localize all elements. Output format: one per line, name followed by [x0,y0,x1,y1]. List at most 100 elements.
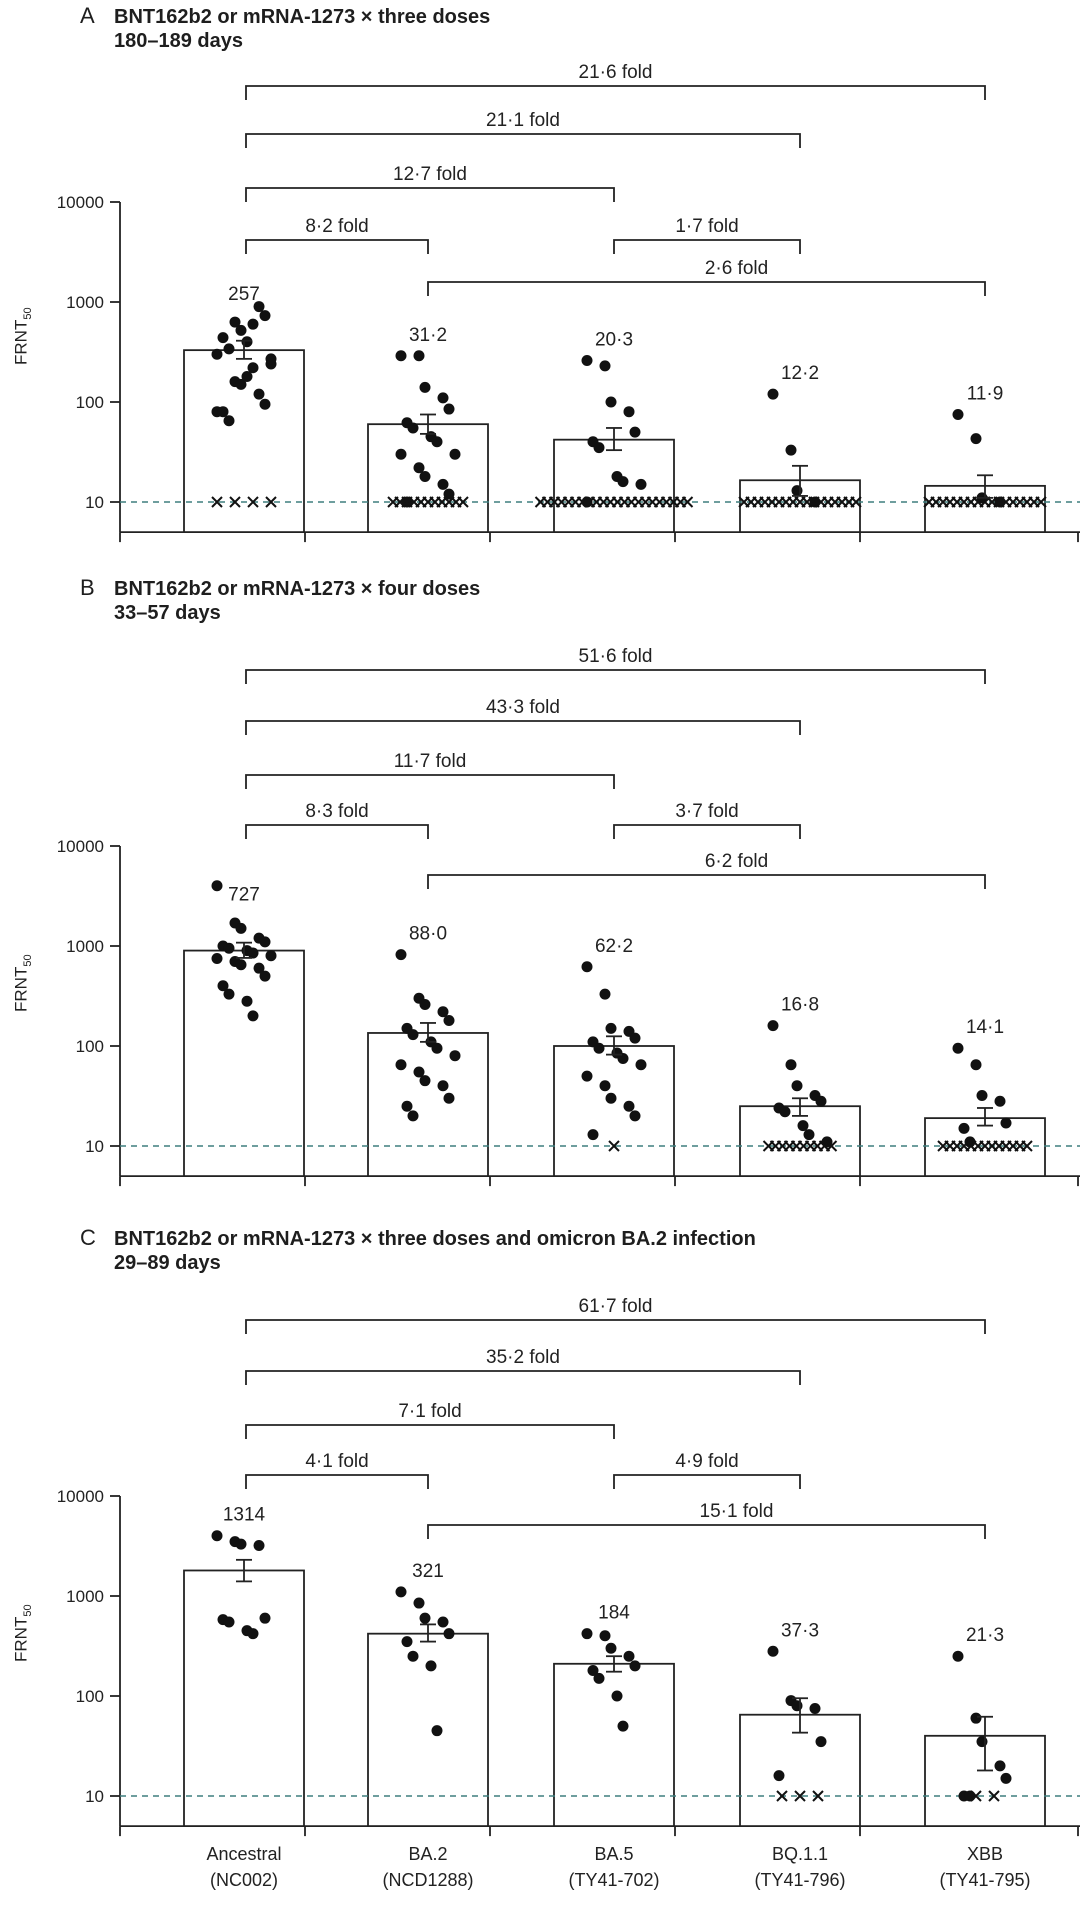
y-tick-label: 1000 [66,937,104,956]
panel-c-title: BNT162b2 or mRNA-1273 × three doses and … [114,1228,756,1250]
data-point [259,936,271,948]
x-tick-label-sub: (TY41-702) [568,1870,659,1890]
data-point [803,1129,815,1141]
bracket-line [245,1370,801,1385]
data-point [235,378,247,390]
censored-point [265,496,277,508]
data-point [211,952,223,964]
panel-c-subtitle: 29–89 days [114,1252,221,1274]
data-point [235,324,247,336]
data-point [211,348,223,360]
data-point [623,1650,635,1662]
data-point [629,1032,641,1044]
data-point [629,1660,641,1672]
data-point [593,1042,605,1054]
data-point [437,1080,449,1092]
fold-label: 4·9 fold [675,1451,738,1472]
censored-point [825,1140,838,1152]
data-point [1000,1117,1012,1129]
censored-point [850,496,862,508]
value-label: 11·9 [967,383,1004,404]
x-tick-label: BA.2 [408,1844,447,1864]
data-point [437,392,449,404]
data-point [779,1106,791,1118]
panel-c-header: C BNT162b2 or mRNA-1273 × three doses and… [80,1226,756,1275]
data-point [253,388,265,400]
data-point [623,1100,635,1112]
data-point [419,470,431,482]
y-tick-label: 100 [76,1037,104,1056]
bar [553,438,675,534]
data-point [605,396,617,408]
data-point [431,1725,443,1737]
fold-bracket: 21·1 fold [245,110,801,148]
data-point [605,1642,617,1654]
data-point [785,1059,797,1071]
data-point [994,1760,1006,1772]
data-point [785,444,797,456]
data-point [964,1790,976,1802]
data-point [791,1080,803,1092]
error-bar [792,1097,808,1117]
value-label: 62·2 [595,936,633,957]
y-tick-label: 10 [85,1787,104,1806]
data-point [599,1630,611,1642]
data-point [425,1660,437,1672]
error-bar [606,1035,622,1056]
fold-label: 21·1 fold [486,110,560,131]
y-tick-label: 1000 [66,293,104,312]
bar [553,1045,675,1178]
error-bar [792,1697,808,1734]
data-point [767,388,779,400]
data-point [413,1066,425,1078]
bracket-line [427,874,986,889]
fold-label: 8·2 fold [305,216,368,237]
value-label: 1314 [223,1504,266,1525]
x-tick-label: BQ.1.1 [772,1844,828,1864]
fold-bracket: 4·1 fold [245,1451,429,1489]
fold-label: 35·2 fold [486,1347,560,1368]
y-tick-label: 1000 [66,1587,104,1606]
data-point [599,360,611,372]
data-point [395,1059,407,1071]
data-point [265,353,277,365]
y-tick-label: 10 [85,493,104,512]
fold-bracket: 1·7 fold [613,216,801,254]
error-bar [236,1558,252,1583]
data-point [443,1092,455,1104]
fold-label: 12·7 fold [393,164,467,185]
value-label: 21·3 [966,1625,1004,1646]
error-bar [420,1022,436,1043]
data-point [431,1042,443,1054]
censored-point [608,1140,620,1152]
fold-bracket: 8·2 fold [245,216,429,254]
data-point [815,1736,827,1748]
data-point [587,1129,599,1141]
data-point [635,1059,647,1071]
y-tick-label: 100 [76,1687,104,1706]
bracket-line [613,1474,801,1489]
fold-bracket: 51·6 fold [245,646,986,684]
y-tick-label: 10 [85,1137,104,1156]
bracket-line [245,774,615,789]
panel-c-chart: 61·7 fold 35·2 fold 7·1 fold 4·1 fold 4·9 fo… [57,1296,1080,1890]
data-point [419,381,431,393]
data-point [773,1770,785,1782]
data-point [241,370,253,382]
data-point [253,1539,265,1551]
data-point [259,1612,271,1624]
bar [553,1662,675,1828]
data-point [617,476,629,488]
data-point [611,1690,623,1702]
data-point [253,301,265,313]
fold-label: 61·7 fold [579,1296,653,1317]
value-label: 20·3 [595,330,633,351]
value-label: 31·2 [409,325,447,346]
fold-label: 6·2 fold [705,851,768,872]
bracket-line [245,824,429,839]
data-point [247,1010,259,1022]
data-point [413,462,425,474]
fold-bracket: 43·3 fold [245,697,801,735]
panel-a: A BNT162b2 or mRNA-1273 × three doses 180… [0,0,1080,545]
bracket-line [245,1319,986,1334]
